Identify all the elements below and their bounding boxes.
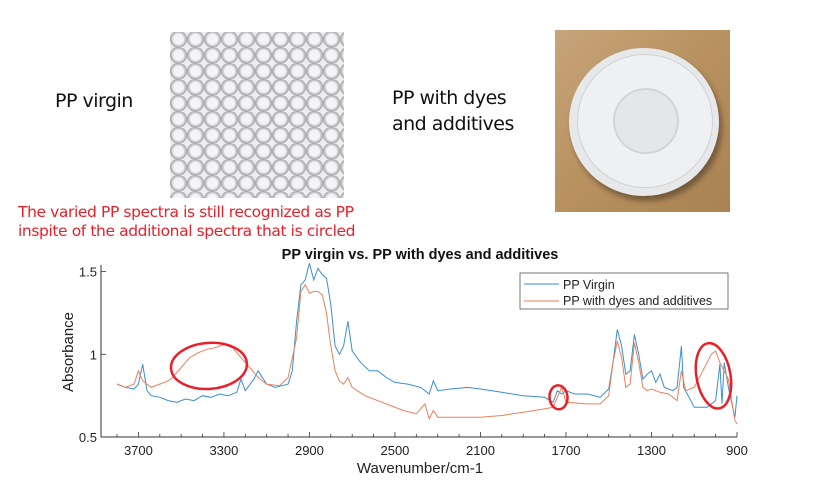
- pp-pellets-photo: [170, 32, 344, 198]
- chart-title: PP virgin vs. PP with dyes and additives: [282, 247, 559, 263]
- axes: 3700 3300 2900 2500 2100 1700 1300 900 0.5 1 1.5: [79, 265, 748, 458]
- annotation-note: The varied PP spectra is still recognize…: [18, 203, 355, 241]
- cup-lid-center: [613, 88, 679, 154]
- x-tick-label: 1300: [637, 443, 666, 458]
- annotation-circle: [169, 341, 249, 391]
- annotation-circle: [548, 384, 569, 411]
- series-line-dyes: [116, 283, 738, 425]
- note-line-1: The varied PP spectra is still recognize…: [18, 203, 354, 221]
- y-tick-label: 1.5: [79, 265, 97, 280]
- annotation-circle: [694, 341, 733, 410]
- legend-box: [519, 272, 729, 310]
- cup-lid: [577, 54, 713, 188]
- y-axis-label: Absorbance: [60, 312, 77, 392]
- label-line-2: and additives: [392, 113, 514, 135]
- x-tick-label: 900: [726, 443, 748, 458]
- legend-label-virgin: PP Virgin: [563, 278, 615, 292]
- label-pp-with-dyes: PP with dyes and additives: [392, 85, 514, 137]
- series-line-virgin: [116, 263, 738, 418]
- label-line-1: PP with dyes: [392, 87, 507, 109]
- x-tick-label: 1700: [552, 443, 581, 458]
- note-line-2: inspite of the additional spectra that i…: [18, 222, 356, 240]
- label-pp-virgin: PP virgin: [55, 90, 133, 112]
- annotation-circles: [169, 341, 733, 411]
- pp-cup-photo: [555, 30, 730, 212]
- x-tick-label: 2900: [295, 443, 324, 458]
- x-axis-label: Wavenumber/cm-1: [357, 460, 483, 477]
- x-tick-label: 3700: [124, 443, 153, 458]
- series-lines: [116, 263, 738, 425]
- legend: PP Virgin PP with dyes and additives: [519, 272, 729, 310]
- x-tick-label: 2100: [466, 443, 495, 458]
- y-tick-label: 0.5: [79, 430, 97, 445]
- x-tick-label: 2500: [380, 443, 409, 458]
- legend-label-dyes: PP with dyes and additives: [563, 294, 712, 308]
- y-tick-label: 1: [90, 347, 97, 362]
- x-tick-label: 3300: [209, 443, 238, 458]
